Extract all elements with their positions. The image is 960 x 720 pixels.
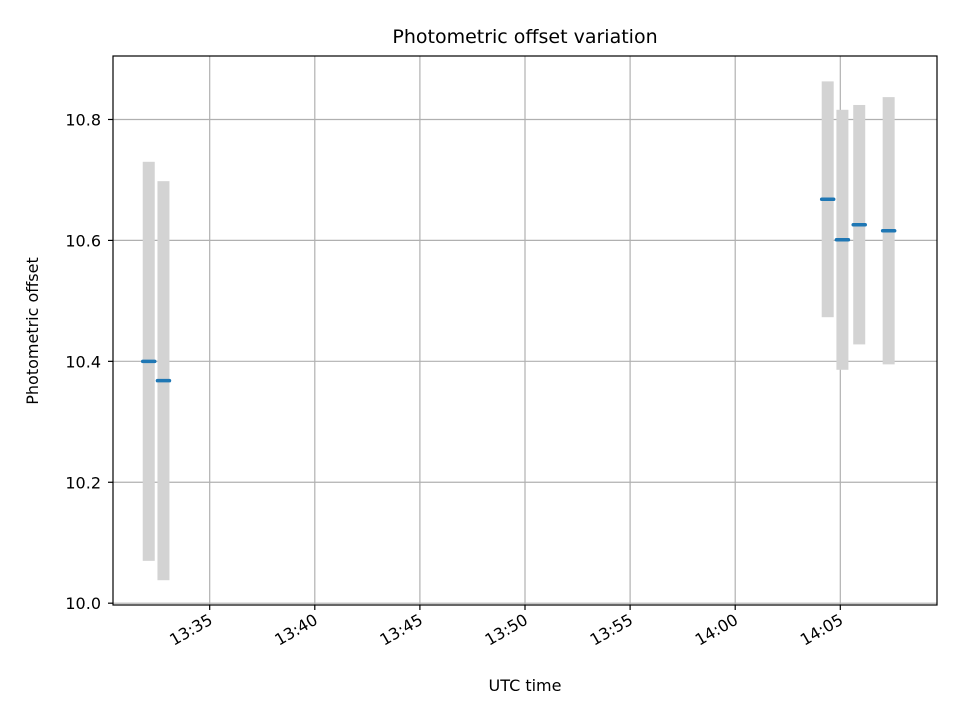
x-axis-label: UTC time: [489, 676, 562, 695]
y-tick-label: 10.2: [65, 473, 101, 492]
grid-lines: [113, 56, 937, 605]
y-tick-label: 10.0: [65, 594, 101, 613]
y-tick-label: 10.4: [65, 352, 101, 371]
data-points: [140, 197, 897, 383]
y-tick-label: 10.8: [65, 110, 101, 129]
y-axis-label: Photometric offset: [23, 257, 42, 405]
y-tick-label: 10.6: [65, 231, 101, 250]
y-axis-ticks: 10.0 10.2 10.4 10.6 10.8: [65, 110, 113, 613]
chart-title: Photometric offset variation: [392, 26, 657, 48]
